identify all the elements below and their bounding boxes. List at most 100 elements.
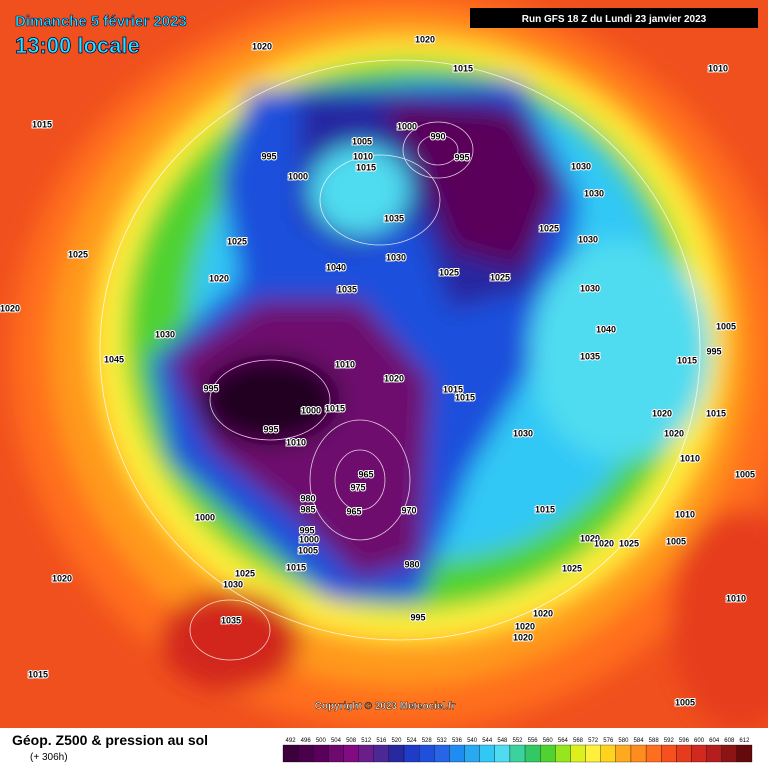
scale-swatch	[706, 744, 722, 763]
isobar-label: 1010	[675, 509, 695, 519]
isobar-label: 1000	[299, 534, 319, 544]
scale-label: 552	[512, 738, 523, 744]
isobar-label: 1020	[384, 373, 404, 383]
isobar-label: 1020	[652, 408, 672, 418]
scale-swatch	[585, 744, 601, 763]
geopotential-field	[10, 0, 768, 730]
scale-swatch	[343, 744, 359, 763]
scale-swatch	[297, 744, 314, 763]
isobar-label: 1005	[352, 136, 372, 146]
isobar-label: 1030	[578, 234, 598, 244]
isobar-label: 1030	[584, 188, 604, 198]
isobar-label: 970	[401, 505, 416, 515]
scale-swatch	[676, 744, 692, 763]
isobar-label: 1015	[356, 162, 376, 172]
scale-label: 520	[391, 738, 402, 744]
scale-label: 612	[739, 738, 750, 744]
scale-label: 584	[634, 738, 645, 744]
isobar-label: 980	[404, 559, 419, 569]
isobar-label: 1005	[675, 697, 695, 707]
isobar-label: 965	[358, 469, 373, 479]
isobar-label: 1005	[666, 536, 686, 546]
scale-label: 528	[422, 738, 433, 744]
isobar-label: 1040	[326, 262, 346, 272]
isobar-label: 1035	[384, 213, 404, 223]
scale-swatch	[282, 744, 299, 763]
isobar-label: 995	[454, 152, 469, 162]
isobar-label: 1035	[337, 284, 357, 294]
scale-swatch	[419, 744, 435, 763]
scale-swatch	[736, 744, 753, 763]
scale-swatch	[615, 744, 632, 763]
isobar-label: 1000	[397, 121, 417, 131]
scale-swatch	[358, 744, 374, 763]
date: Dimanche 5 février 2023	[15, 13, 187, 30]
isobar-label: 1030	[155, 329, 175, 339]
isobar-label: 1025	[439, 267, 459, 277]
isobar-label: 1015	[286, 562, 306, 572]
scale-label: 504	[331, 738, 342, 744]
scale-label: 608	[724, 738, 735, 744]
scale-label: 576	[603, 738, 614, 744]
scale-swatch	[449, 744, 465, 763]
scale-swatch	[600, 744, 616, 763]
isobar-label: 1020	[252, 41, 272, 51]
isobar-label: 1015	[453, 63, 473, 73]
scale-label: 588	[649, 738, 660, 744]
scale-swatch	[494, 744, 511, 763]
isobar-label: 1000	[301, 405, 321, 415]
isobar-label: 1015	[32, 119, 52, 129]
scale-label: 540	[467, 738, 478, 744]
isobar-label: 1015	[443, 384, 463, 394]
scale-swatch	[509, 744, 526, 763]
isobar-label: 1020	[664, 428, 684, 438]
scale-label: 560	[543, 738, 554, 744]
scale-label: 536	[452, 738, 463, 744]
isobar-label: 995	[706, 346, 721, 356]
scale-swatch	[403, 744, 420, 763]
isobar-lines	[99, 59, 701, 661]
isobar-label: 1025	[562, 563, 582, 573]
isobar-label: 1020	[513, 632, 533, 642]
isobar-label: 1030	[513, 428, 533, 438]
run-box	[470, 8, 758, 28]
run-info: Run GFS 18 Z du Lundi 23 janvier 2023	[522, 14, 707, 25]
scale-swatch	[691, 744, 707, 763]
scale-swatch	[555, 744, 571, 763]
scale-label: 572	[588, 738, 599, 744]
isobar-label: 1015	[535, 504, 555, 514]
scale-swatch	[328, 744, 344, 763]
isobar-label: 1020	[52, 573, 72, 583]
isobar-label: 1010	[286, 437, 306, 447]
isobar-label: 995	[203, 383, 218, 393]
isobar-label: 1020	[533, 608, 553, 618]
isobar-label: 1020	[0, 303, 20, 313]
isobar-label: 1005	[298, 545, 318, 555]
scale-swatch	[630, 744, 647, 763]
scale-label: 508	[346, 738, 357, 744]
isobar-label: 1025	[235, 568, 255, 578]
isobar-label: 1005	[735, 469, 755, 479]
isobar-label: 1010	[335, 359, 355, 369]
scale-label: 544	[482, 738, 493, 744]
isobar-label: 1000	[195, 512, 215, 522]
isobar-label: 1020	[515, 621, 535, 631]
scale-swatch	[540, 744, 556, 763]
footer-title: Géop. Z500 & pression au sol	[12, 732, 208, 748]
isobar-label: 975	[350, 482, 365, 492]
isobar-label: 1015	[455, 392, 475, 402]
isobar-label: 1030	[571, 161, 591, 171]
isobar-label: 995	[410, 612, 425, 622]
scale-label: 548	[497, 738, 508, 744]
time: 13:00 locale	[15, 33, 140, 58]
scale-label: 500	[316, 738, 327, 744]
isobar-label: 1040	[596, 324, 616, 334]
isobar-label: 1010	[680, 453, 700, 463]
isobar-label: 1020	[209, 273, 229, 283]
scale-label: 524	[407, 738, 418, 744]
isobar-label: 1035	[221, 615, 241, 625]
isobar-label: 1030	[580, 283, 600, 293]
scale-swatch	[434, 744, 450, 763]
isobar-label: 1045	[104, 354, 124, 364]
scale-swatch	[464, 744, 480, 763]
